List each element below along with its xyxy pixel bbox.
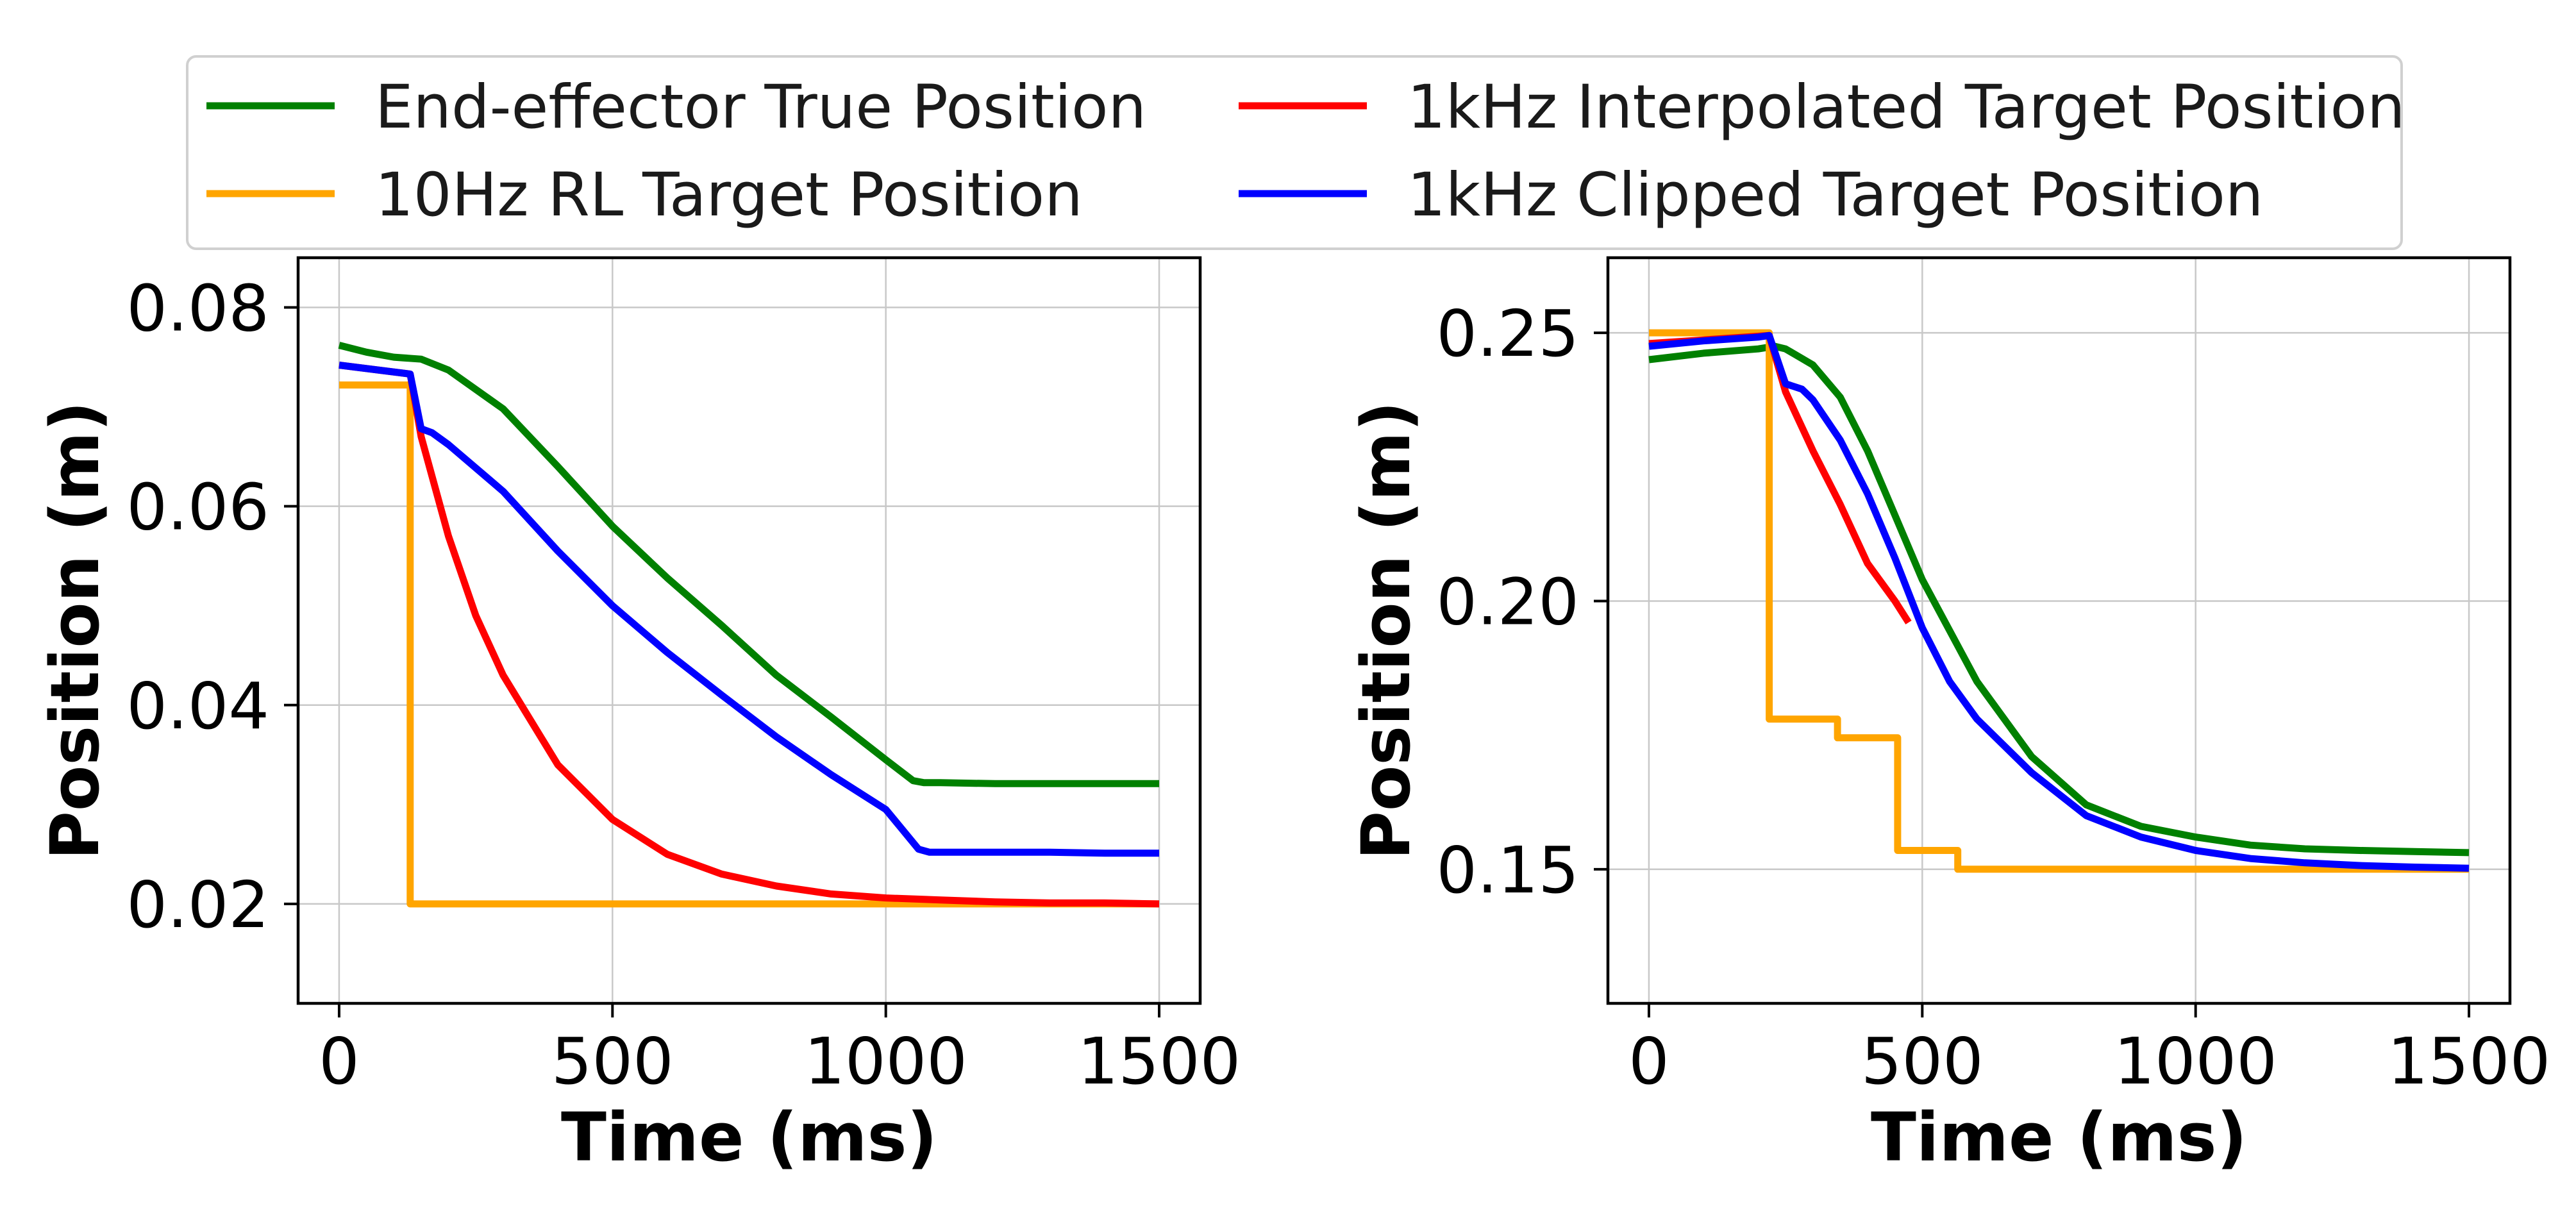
x-tick-label-2: 1000 (2114, 1024, 2277, 1099)
y-tick-label-1: 0.20 (1436, 564, 1579, 639)
series-line-1 (339, 381, 1159, 908)
legend-label-0: End-effector True Position (375, 72, 1146, 142)
series-line-2 (339, 362, 1160, 908)
y-tick-label-3: 0.08 (126, 271, 269, 346)
y-tick-label-2: 0.25 (1436, 296, 1579, 371)
y-tick-label-2: 0.06 (126, 470, 269, 545)
legend: End-effector True Position 1kHz Interpol… (186, 55, 2405, 250)
legend-entry-0: End-effector True Position (206, 72, 1146, 142)
legend-entry-3: 1kHz Clipped Target Position (1239, 160, 2263, 230)
series-line-1 (1649, 329, 2469, 873)
y-tick-label-0: 0.02 (126, 867, 269, 942)
left-plot: 0 500 1000 1500 0.02 0.04 0.06 0.08 Time (ms) Pos… (36, 256, 1241, 1176)
x-tick-label-2: 1000 (804, 1024, 967, 1099)
legend-label-2: 10Hz RL Target Position (375, 160, 1083, 230)
x-tick-label-3: 1500 (2388, 1024, 2551, 1099)
series-line-3 (339, 362, 1159, 857)
plot-frame (1606, 256, 2512, 1005)
legend-label-1: 1kHz Interpolated Target Position (1407, 72, 2405, 142)
legend-entry-1: 1kHz Interpolated Target Position (1239, 72, 2405, 142)
legend-label-3: 1kHz Clipped Target Position (1407, 160, 2263, 230)
right-plot: 0 500 1000 1500 0.15 0.20 0.25 Time (ms) Positio… (1347, 256, 2551, 1176)
series-line-3 (1648, 331, 2470, 872)
x-tick-label-1: 500 (1861, 1024, 1984, 1099)
legend-frame (186, 55, 2403, 250)
series-line-0 (338, 342, 1159, 787)
series-line-2 (1648, 331, 1912, 624)
legend-entry-2: 10Hz RL Target Position (206, 160, 1083, 230)
y-axis-label: Position (m) (36, 401, 114, 860)
y-tick-label-0: 0.15 (1436, 833, 1579, 908)
y-tick-label-1: 0.04 (126, 669, 269, 744)
y-axis-label: Position (m) (1347, 401, 1425, 860)
x-tick-label-3: 1500 (1078, 1024, 1241, 1099)
x-tick-label-0: 0 (319, 1024, 360, 1099)
x-axis-label: Time (ms) (561, 1098, 937, 1176)
x-tick-label-0: 0 (1628, 1024, 1669, 1099)
x-axis-label: Time (ms) (1871, 1098, 2247, 1176)
plot-frame (296, 256, 1202, 1005)
x-tick-label-1: 500 (551, 1024, 674, 1099)
